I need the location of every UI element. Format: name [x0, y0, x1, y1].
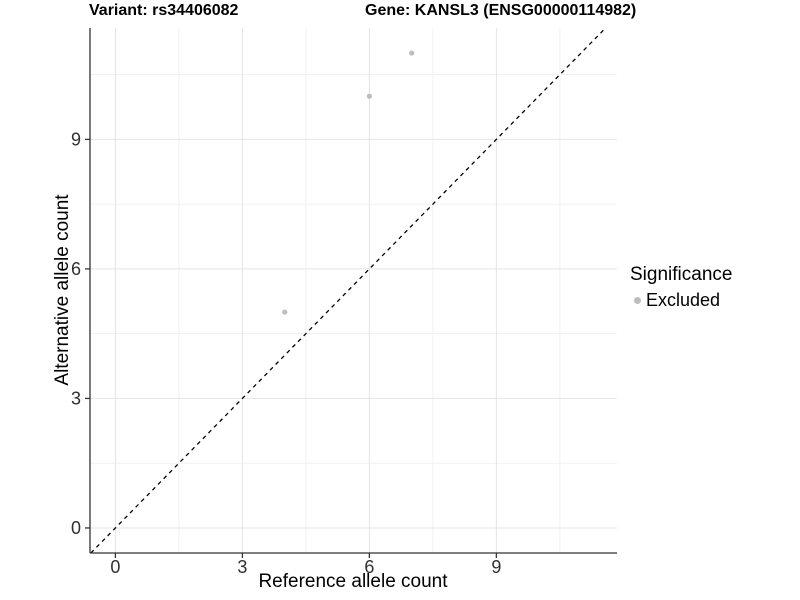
- y-tick-label: 6: [71, 259, 81, 279]
- legend-point-icon: [634, 297, 641, 304]
- x-tick-label: 0: [110, 557, 120, 577]
- legend-item-excluded: Excluded: [634, 290, 732, 311]
- plot-title-gene: Gene: KANSL3 (ENSG00000114982): [365, 2, 637, 19]
- plot-title-variant: Variant: rs34406082: [89, 2, 239, 19]
- y-tick-label: 3: [71, 388, 81, 408]
- legend-title: Significance: [630, 264, 733, 285]
- identity-line: [90, 27, 607, 554]
- legend-item-label: Excluded: [646, 290, 721, 310]
- x-axis-title: Reference allele count: [258, 571, 448, 592]
- legend: Significance Excluded: [630, 264, 732, 311]
- data-point: [366, 93, 372, 99]
- y-tick-label: 0: [71, 518, 81, 538]
- x-tick-label: 3: [237, 557, 247, 577]
- y-axis-title: Alternative allele count: [52, 194, 73, 386]
- y-tick-label: 9: [71, 129, 81, 149]
- x-tick-label: 6: [364, 557, 374, 577]
- x-tick-label: 9: [491, 557, 501, 577]
- data-point: [282, 309, 288, 315]
- data-point: [409, 50, 415, 56]
